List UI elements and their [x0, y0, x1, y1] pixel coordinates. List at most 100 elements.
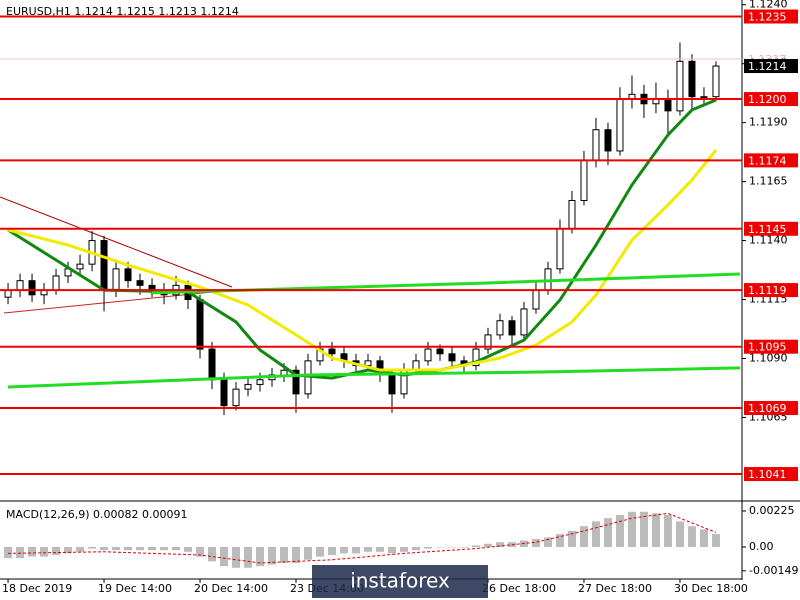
histogram-bar	[4, 546, 13, 559]
candle-body	[472, 348, 480, 367]
level-label: 1.1200	[748, 93, 787, 106]
candle-body	[388, 374, 396, 395]
y-tick-label: 0.00	[749, 540, 774, 553]
histogram-bar	[447, 546, 456, 548]
histogram-bar	[639, 511, 648, 547]
candle-body	[532, 289, 540, 310]
histogram-bar	[280, 546, 289, 563]
histogram-bar	[148, 546, 157, 551]
histogram-bar	[352, 546, 361, 554]
bid-label: 1.1214	[748, 60, 787, 73]
candle-body	[112, 268, 120, 291]
candle-body	[520, 308, 528, 336]
histogram-bar	[591, 521, 600, 547]
histogram-bar	[220, 546, 229, 567]
candle-body	[4, 289, 12, 298]
candle-body	[256, 379, 264, 385]
histogram-bar	[483, 543, 492, 547]
histogram-bar	[232, 546, 241, 568]
histogram-bar	[316, 546, 325, 557]
histogram-bar	[375, 546, 384, 552]
histogram-bar	[136, 546, 145, 551]
histogram-bar	[603, 518, 612, 547]
histogram-bar	[423, 546, 432, 549]
histogram-bar	[531, 538, 540, 547]
signal-line	[8, 512, 717, 564]
histogram-bar	[124, 546, 133, 551]
level-label-box	[744, 153, 798, 168]
x-tick-label: 26 Dec 18:00	[482, 582, 556, 595]
candle-body	[232, 388, 240, 407]
candle-body	[688, 60, 696, 98]
y-tick-label: 1.1140	[749, 234, 788, 247]
x-tick-label: 18 Dec 2019	[2, 582, 72, 595]
candle-body	[292, 369, 300, 395]
level-label-box	[744, 467, 798, 482]
histogram-bar	[364, 546, 373, 552]
candle-body	[196, 299, 204, 350]
histogram-bar	[40, 546, 49, 557]
y-tick-label: 1.1240	[749, 0, 788, 11]
candle-body	[16, 280, 24, 291]
histogram-bar	[160, 546, 169, 551]
histogram-bar	[579, 526, 588, 547]
x-tick-label: 19 Dec 14:00	[98, 582, 172, 595]
level-label-box	[744, 283, 798, 298]
histogram-bar	[675, 521, 684, 547]
level-label: 1.1041	[748, 468, 787, 481]
histogram-bar	[112, 546, 121, 551]
moving-average	[7, 366, 740, 389]
candle-body	[496, 320, 504, 336]
histogram-bar	[16, 546, 25, 559]
histogram-bar	[495, 542, 504, 547]
candle-body	[616, 98, 624, 152]
candle-body	[436, 348, 444, 355]
histogram-bar	[208, 546, 217, 562]
level-label: 1.1145	[748, 223, 787, 236]
candle-body	[712, 65, 720, 98]
candle-body	[364, 360, 372, 367]
bid-label-box	[744, 59, 798, 74]
candle-body	[592, 129, 600, 161]
trend-line	[3, 289, 233, 314]
histogram-bar	[399, 546, 408, 552]
histogram-bar	[615, 514, 624, 547]
candle-body	[136, 280, 144, 286]
candle-body	[244, 383, 252, 390]
histogram-bar	[471, 545, 480, 547]
candle-body	[664, 98, 672, 112]
candle-body	[508, 320, 516, 336]
candle-body	[280, 369, 288, 376]
histogram-bar	[387, 546, 396, 554]
watermark: instaforex	[350, 569, 450, 593]
histogram-bar	[340, 546, 349, 554]
histogram-bar	[28, 546, 37, 557]
histogram-bar	[292, 546, 301, 563]
candle-body	[76, 263, 84, 270]
histogram-bar	[184, 546, 193, 552]
histogram-bar	[699, 529, 708, 547]
candle-body	[700, 96, 708, 99]
histogram-bar	[328, 546, 337, 555]
histogram-bar	[687, 526, 696, 547]
histogram-bar	[711, 533, 720, 547]
candle-body	[220, 379, 228, 407]
y-tick-label: 1.1190	[749, 116, 788, 129]
level-label: 1.1069	[748, 402, 787, 415]
histogram-bar	[244, 546, 253, 568]
candle-body	[484, 334, 492, 350]
x-tick-label: 20 Dec 14:00	[194, 582, 268, 595]
candle-body	[208, 348, 216, 381]
histogram-bar	[411, 546, 420, 551]
histogram-bar	[567, 530, 576, 547]
level-label-box	[744, 339, 798, 354]
histogram-bar	[459, 546, 468, 548]
candle-body	[676, 60, 684, 112]
histogram-bar	[52, 546, 61, 555]
y-tick-label: 1.1090	[749, 351, 788, 364]
candle-body	[448, 353, 456, 362]
trend-line	[0, 196, 233, 288]
watermark-box	[312, 565, 488, 598]
level-label-box	[744, 401, 798, 416]
